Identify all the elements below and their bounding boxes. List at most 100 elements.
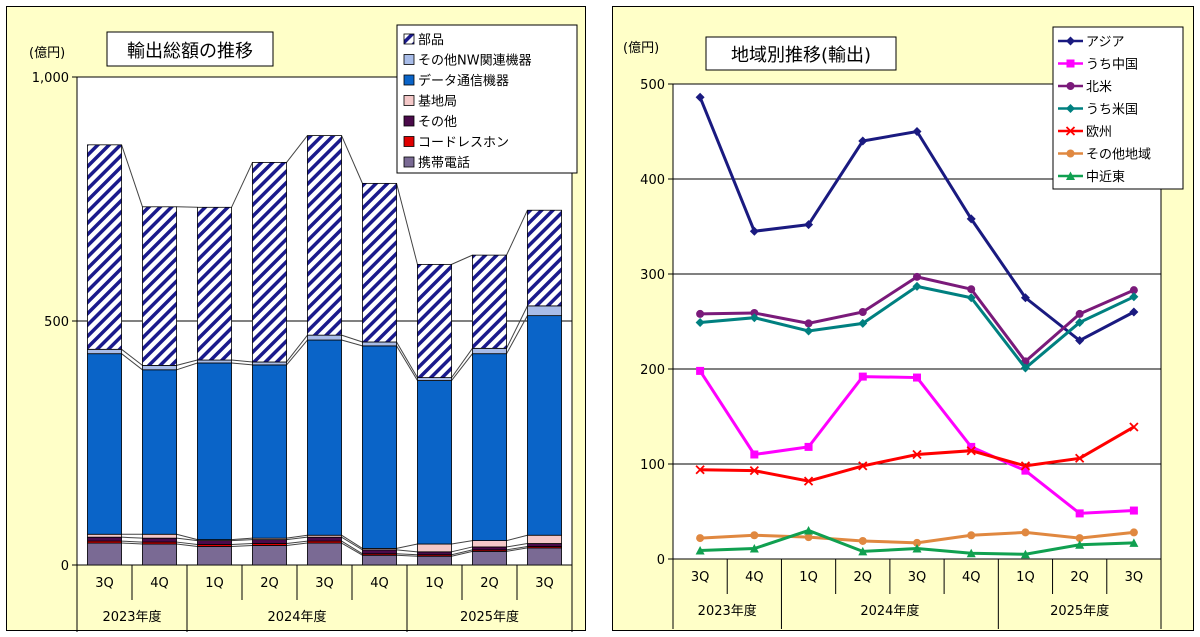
- data-point-3: [804, 326, 814, 336]
- series-connector-line: [396, 543, 418, 549]
- chart-title: 輸出総額の推移: [127, 41, 253, 62]
- series-connector-line: [341, 334, 363, 343]
- legend-marker: [1066, 36, 1075, 46]
- series-connector-line: [506, 305, 528, 349]
- series-connector-line: [286, 534, 308, 539]
- legend-label: うち中国: [1086, 58, 1138, 73]
- bar-segment-2: [87, 536, 122, 542]
- data-point-2: [804, 319, 813, 328]
- data-point-0: [695, 92, 705, 102]
- data-point-3: [1020, 363, 1030, 373]
- bar-segment-6: [527, 209, 562, 307]
- series-connector-line: [451, 549, 473, 556]
- data-point-6: [804, 526, 814, 535]
- bar-segment-4: [362, 345, 397, 549]
- fiscal-year-label: 2025年度: [1050, 603, 1109, 619]
- data-point-0: [804, 220, 814, 230]
- legend-label: コードレスホン: [418, 136, 509, 151]
- bar-segment-5: [252, 361, 287, 366]
- x-tick-label: 2Q: [480, 576, 499, 591]
- bar-segment-0: [307, 542, 342, 566]
- series-connector-line: [506, 547, 528, 552]
- series-connector-line: [121, 144, 143, 207]
- y-tick-label: 0: [61, 559, 69, 574]
- series-connector-line: [231, 539, 253, 542]
- bar-segment-0: [527, 547, 562, 566]
- data-point-2: [967, 285, 976, 294]
- data-point-1: [1021, 466, 1030, 475]
- data-point-0: [966, 214, 976, 224]
- bar-segment-0: [87, 542, 122, 566]
- y-tick-label: 500: [44, 315, 69, 330]
- data-point-5: [1021, 528, 1030, 537]
- data-point-1: [696, 366, 705, 375]
- legend-marker: [1065, 126, 1076, 136]
- series-connector-line: [396, 183, 418, 265]
- bar-segment-0: [417, 555, 452, 566]
- data-point-5: [804, 533, 813, 542]
- series-connector-line: [286, 540, 308, 545]
- data-point-5: [696, 534, 705, 543]
- bar-segment-2: [417, 551, 452, 556]
- series-connector-line: [286, 536, 308, 541]
- bar-segment-5: [142, 365, 177, 371]
- bar-segment-6: [252, 161, 287, 363]
- legend-marker: [1066, 82, 1075, 90]
- data-point-6: [858, 546, 868, 556]
- bar-segment-0: [252, 545, 287, 566]
- series-connector-line: [231, 362, 253, 366]
- data-point-0: [1075, 336, 1085, 345]
- series-connector-line: [176, 537, 198, 542]
- series-connector-line: [286, 339, 308, 366]
- series-connector-line: [451, 353, 473, 381]
- series-connector-line: [396, 345, 418, 381]
- bar-segment-5: [417, 377, 452, 381]
- bar-segment-4: [527, 315, 562, 536]
- series-connector-line: [506, 545, 528, 551]
- series-connector-line: [121, 536, 143, 539]
- series-connector-line: [506, 210, 528, 256]
- y-tick-label: 100: [640, 458, 665, 473]
- y-axis-label: (億円): [623, 40, 659, 56]
- legend-label: 欧州: [1086, 125, 1112, 140]
- data-point-3: [695, 317, 705, 327]
- data-point-2: [1075, 309, 1084, 318]
- series-connector-line: [506, 543, 528, 548]
- legend-marker: [1066, 171, 1075, 180]
- data-point-5: [913, 538, 921, 547]
- bar-segment-5: [307, 334, 342, 341]
- bar-segment-6: [197, 206, 232, 361]
- data-point-1: [1075, 509, 1084, 518]
- bar-segment-5: [87, 348, 122, 355]
- legend-swatch: [403, 136, 415, 147]
- x-tick-label: 3Q: [95, 576, 114, 591]
- legend-label: その他地域: [1086, 148, 1151, 163]
- legend-label: その他: [418, 115, 457, 130]
- bar-segment-2: [527, 543, 562, 547]
- legend-label: アジア: [1086, 35, 1124, 50]
- data-point-1: [913, 373, 921, 382]
- legend-swatch: [403, 33, 415, 45]
- bar-segment-2: [307, 536, 342, 542]
- bar-segment-0: [472, 550, 507, 566]
- y-tick-label: 200: [640, 363, 665, 378]
- legend-swatch: [403, 156, 415, 168]
- bar-segment-3: [142, 533, 177, 539]
- data-point-5: [750, 531, 759, 540]
- bar-segment-4: [472, 353, 507, 542]
- series-connector-line: [231, 162, 253, 208]
- series-connector-line: [286, 334, 308, 363]
- series-connector-line: [176, 533, 198, 541]
- data-point-0: [1020, 293, 1030, 303]
- bar-segment-4: [197, 362, 232, 541]
- legend-swatch: [403, 95, 415, 106]
- data-point-4: [749, 466, 759, 476]
- bar-segment-5: [527, 305, 562, 317]
- bar-segment-6: [417, 263, 452, 379]
- bar-segment-4: [417, 380, 452, 545]
- x-tick-label: 4Q: [370, 576, 389, 591]
- y-tick-label: 400: [640, 173, 665, 188]
- data-point-4: [912, 449, 922, 460]
- x-tick-label: 1Q: [1016, 570, 1035, 585]
- bar-segment-5: [472, 347, 507, 355]
